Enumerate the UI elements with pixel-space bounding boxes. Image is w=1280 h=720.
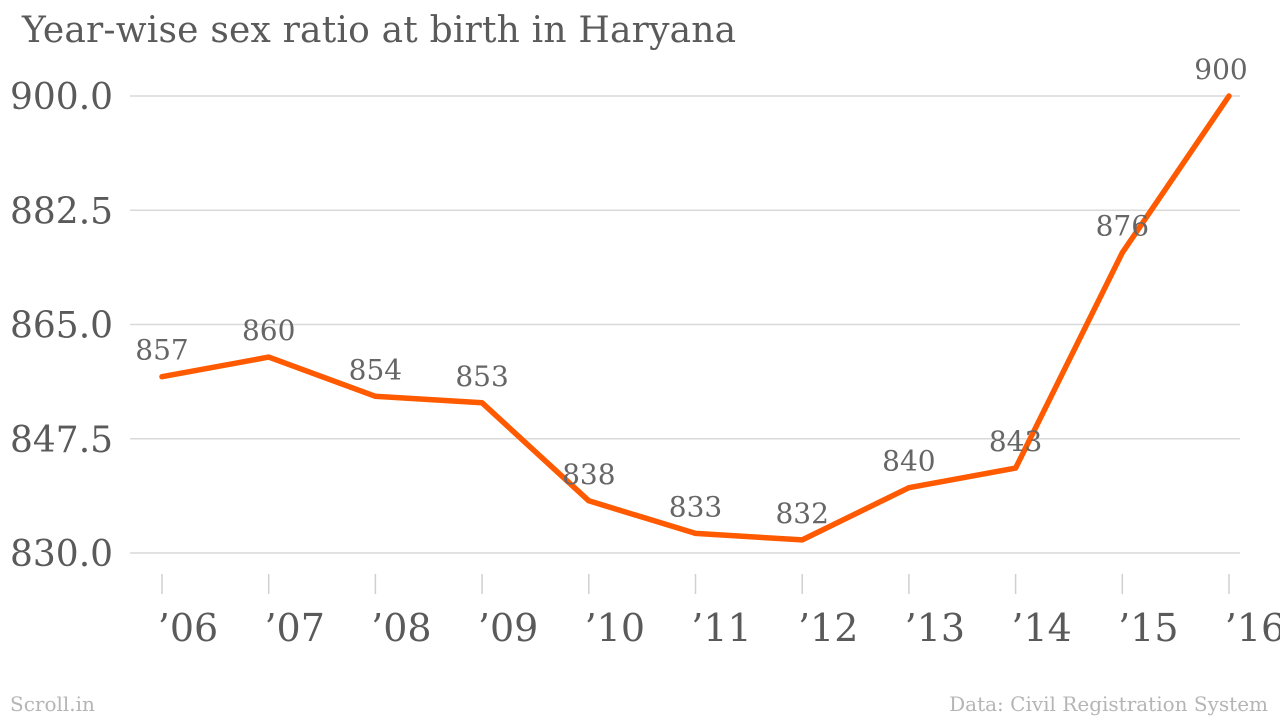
x-tick-label: ’08 <box>371 606 431 650</box>
data-label: 838 <box>562 458 615 491</box>
y-axis-tick-labels: 830.0 847.5 865.0 882.5 900.0 <box>10 77 113 575</box>
brand-credit: Scroll.in <box>10 692 95 716</box>
series-line <box>159 93 1232 543</box>
x-tick-label: ’06 <box>158 606 218 650</box>
chart-title: Year-wise sex ratio at birth in Haryana <box>22 10 737 51</box>
x-tick-label: ’13 <box>905 606 965 650</box>
data-label: 832 <box>775 497 828 530</box>
data-label: 853 <box>455 360 508 393</box>
x-tick-label: ’14 <box>1011 606 1071 650</box>
data-label: 860 <box>242 314 295 347</box>
x-axis-ticks: ’06 ’07 ’08 ’09 ’10 ’11 ’12 ’13 ’14 ’15 ’16 <box>158 574 1280 650</box>
y-tick-label: 865.0 <box>10 306 113 347</box>
data-label: 840 <box>882 445 935 478</box>
y-tick-label: 847.5 <box>10 420 113 461</box>
x-tick-label: ’16 <box>1225 606 1280 650</box>
data-label: 900 <box>1194 53 1247 86</box>
data-label: 843 <box>989 425 1042 458</box>
data-label: 833 <box>669 490 722 523</box>
series-line-layer <box>159 93 1232 543</box>
x-tick-label: ’10 <box>585 606 645 650</box>
data-label: 854 <box>349 353 402 386</box>
y-tick-label: 900.0 <box>10 77 113 118</box>
x-tick-label: ’15 <box>1118 606 1178 650</box>
data-label: 857 <box>135 334 188 367</box>
x-tick-label: ’09 <box>478 606 538 650</box>
data-source: Data: Civil Registration System <box>949 692 1268 716</box>
x-tick-label: ’07 <box>264 606 324 650</box>
y-tick-label: 882.5 <box>10 191 113 232</box>
data-label: 876 <box>1096 210 1149 243</box>
x-tick-label: ’11 <box>691 606 751 650</box>
x-tick-label: ’12 <box>798 606 858 650</box>
data-labels: 857 860 854 853 838 833 832 840 843 876 900 <box>135 53 1247 530</box>
gridlines <box>130 95 1240 554</box>
y-tick-label: 830.0 <box>10 534 113 575</box>
